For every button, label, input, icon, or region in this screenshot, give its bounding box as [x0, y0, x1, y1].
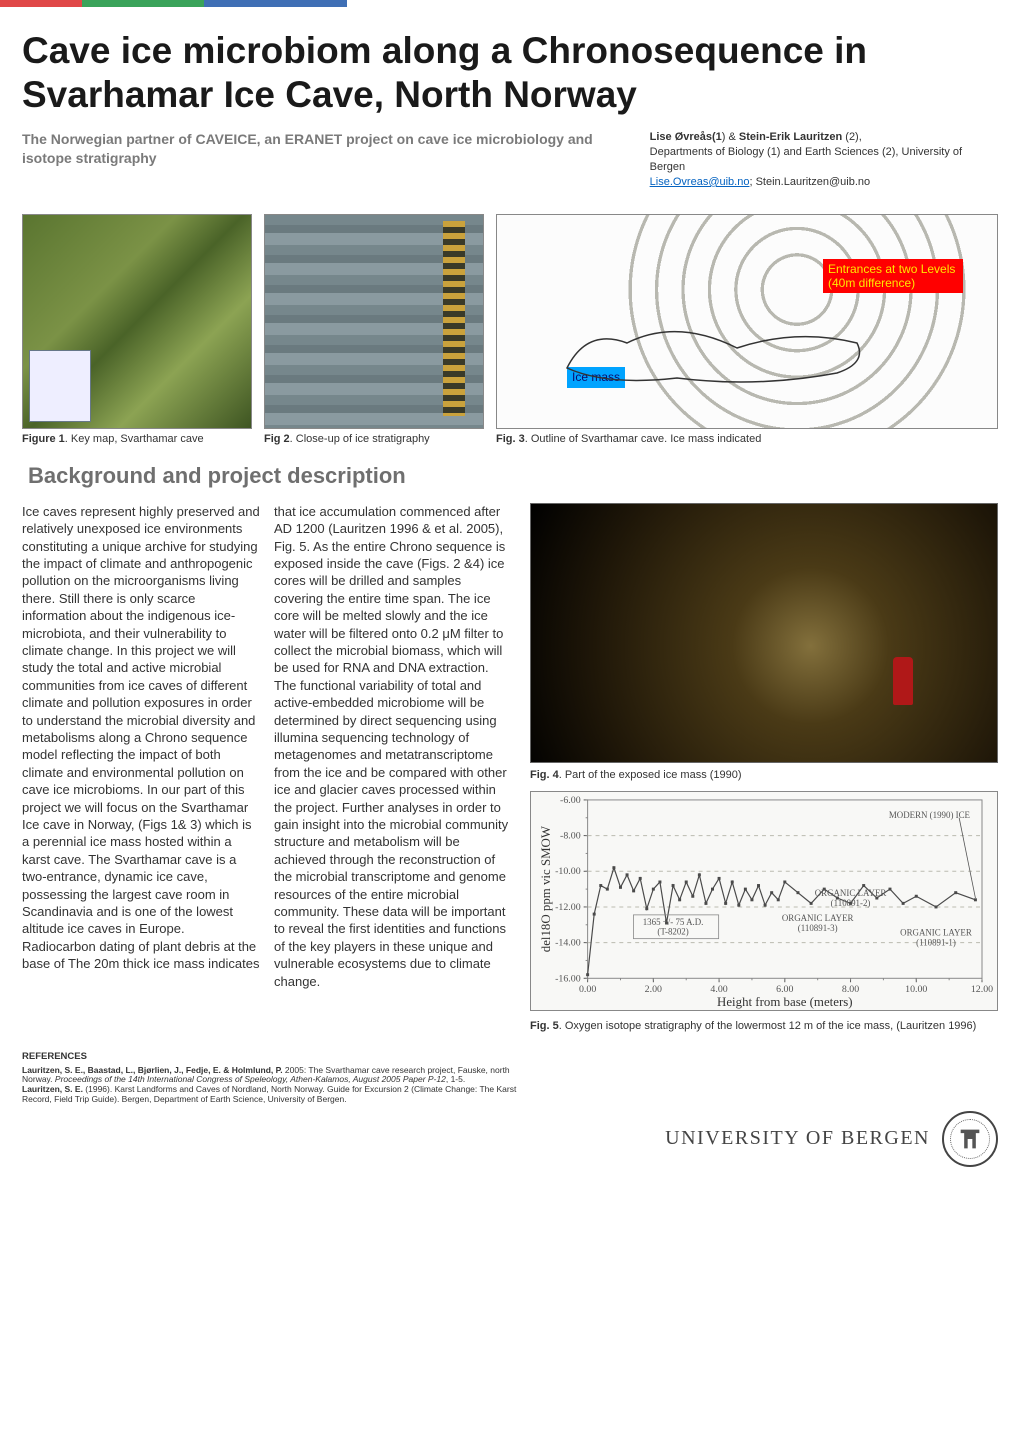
affiliation: Departments of Biology (1) and Earth Sci… [650, 145, 998, 175]
figure-1-image [22, 214, 252, 429]
fig3-anno-entrances: Entrances at two Levels (40m difference) [823, 259, 963, 294]
references-block: REFERENCES Lauritzen, S. E., Baastad, L.… [22, 1052, 542, 1105]
figure-2-image [264, 214, 484, 429]
svg-text:ORGANIC LAYER: ORGANIC LAYER [782, 913, 854, 923]
references-title: REFERENCES [22, 1052, 542, 1063]
svg-text:(110891-3): (110891-3) [798, 923, 838, 933]
figure-5-chart: -16.00 -14.00 -12.00 -10.00 -8.00 -6.00 0.00 2.… [530, 791, 998, 1011]
figure-3-image: Entrances at two Levels (40m difference)… [496, 214, 998, 429]
svg-text:-10.00: -10.00 [555, 866, 581, 877]
svg-text:4.00: 4.00 [710, 984, 727, 995]
reference-2: Lauritzen, S. E. (1996). Karst Landforms… [22, 1085, 542, 1105]
accent-seg-1 [0, 0, 82, 7]
svg-text:8.00: 8.00 [842, 984, 859, 995]
author-block: Lise Øvreås(1) & Stein-Erik Lauritzen (2… [650, 130, 998, 189]
svg-text:2.00: 2.00 [645, 984, 662, 995]
svg-text:6.00: 6.00 [776, 984, 793, 995]
svg-text:-6.00: -6.00 [560, 795, 581, 806]
svg-text:-16.00: -16.00 [555, 973, 581, 984]
svg-text:1365 +/- 75 A.D.: 1365 +/- 75 A.D. [643, 916, 704, 926]
figure-2-caption: Fig 2. Close-up of ice stratigraphy [264, 433, 484, 445]
figure-1-inset [29, 350, 91, 422]
figure-1-caption: Figure 1. Key map, Svarthamar cave [22, 433, 252, 445]
top-accent-bar [0, 0, 1020, 7]
email-link-1[interactable]: Lise.Ovreas@uib.no [650, 176, 750, 188]
university-seal-icon [942, 1111, 998, 1167]
svg-text:MODERN (1990) ICE: MODERN (1990) ICE [889, 809, 970, 819]
svg-text:del18O ppm vic SMOW: del18O ppm vic SMOW [539, 825, 553, 952]
svg-text:0.00: 0.00 [579, 984, 596, 995]
figure-4-image [530, 503, 998, 763]
svg-text:(T-8202): (T-8202) [657, 926, 688, 936]
figure-3-caption: Fig. 3. Outline of Svarthamar cave. Ice … [496, 433, 998, 445]
svg-text:Height from base (meters): Height from base (meters) [717, 995, 853, 1009]
svg-text:ORGANIC LAYER: ORGANIC LAYER [900, 927, 972, 937]
subtitle-left: The Norwegian partner of CAVEICE, an ERA… [22, 130, 632, 189]
svg-text:(110891-2): (110891-2) [831, 898, 871, 908]
figure-5-caption: Fig. 5. Oxygen isotope stratigraphy of t… [530, 1020, 998, 1032]
body-column-1: Ice caves represent highly preserved and… [22, 503, 260, 1032]
email-2: Stein.Lauritzen@uib.no [756, 176, 871, 188]
figure-4-caption: Fig. 4. Part of the exposed ice mass (19… [530, 769, 998, 781]
reference-1: Lauritzen, S. E., Baastad, L., Bjørlien,… [22, 1066, 542, 1086]
poster-title: Cave ice microbiom along a Chronosequenc… [22, 29, 998, 116]
accent-seg-2 [82, 0, 204, 7]
figure-4-person [893, 657, 913, 705]
body-column-2: that ice accumulation commenced after AD… [274, 503, 512, 1032]
svg-text:-12.00: -12.00 [555, 902, 581, 913]
svg-text:12.00: 12.00 [971, 984, 993, 995]
svg-text:ORGANIC LAYER: ORGANIC LAYER [815, 888, 887, 898]
cave-outline-svg [557, 308, 877, 398]
svg-text:-8.00: -8.00 [560, 830, 581, 841]
svg-text:10.00: 10.00 [905, 984, 927, 995]
accent-seg-3 [204, 0, 347, 7]
svg-text:-14.00: -14.00 [555, 937, 581, 948]
university-name: UNIVERSITY OF BERGEN [665, 1127, 930, 1150]
svg-text:(110891-1): (110891-1) [916, 937, 956, 947]
section-title-background: Background and project description [28, 463, 998, 489]
